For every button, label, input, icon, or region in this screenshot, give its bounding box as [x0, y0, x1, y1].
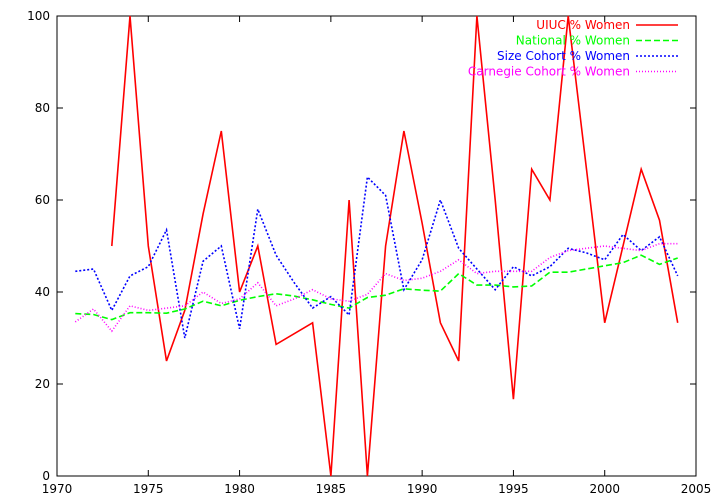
y-tick-label: 80: [35, 101, 50, 115]
plot-border: [56, 15, 697, 477]
y-tick-label: 60: [35, 193, 50, 207]
y-tick-label: 20: [35, 377, 50, 391]
legend-label-2: National % Women: [516, 34, 630, 48]
x-tick-label: 1975: [133, 482, 164, 496]
x-tick-label: 1985: [316, 482, 347, 496]
x-tick-label: 1980: [224, 482, 255, 496]
series-line-4: [74, 242, 678, 333]
x-tick-label: 1970: [42, 482, 73, 496]
x-tick-label: 2005: [681, 482, 712, 496]
x-tick-label: 1995: [498, 482, 529, 496]
legend-label-1: UIUC % Women: [536, 18, 630, 32]
x-tick-label: 2000: [589, 482, 620, 496]
series-layer: [74, 15, 679, 477]
y-tick-label: 100: [27, 9, 50, 23]
legend-label-3: Size Cohort % Women: [497, 49, 630, 63]
y-tick-label: 40: [35, 285, 50, 299]
axes: 1970 1975 1980 1985 1990 1995 2000 2005 0 20 40 60 8…: [27, 9, 711, 496]
series-line-1: [111, 15, 679, 477]
legend-label-4: Carnegie Cohort % Women: [468, 65, 630, 79]
x-tick-label: 1990: [407, 482, 438, 496]
series-line-2: [75, 254, 678, 321]
y-tick-label: 0: [42, 469, 50, 483]
